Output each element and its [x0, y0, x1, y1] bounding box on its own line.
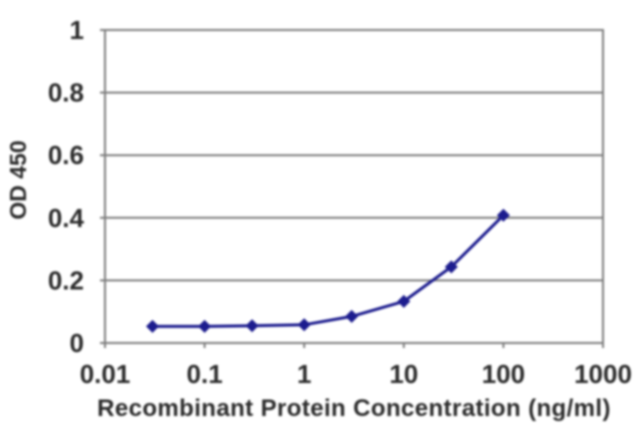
svg-text:1000: 1000 — [574, 359, 632, 389]
svg-text:0.6: 0.6 — [48, 140, 84, 170]
svg-text:OD 450: OD 450 — [5, 140, 31, 219]
svg-text:Recombinant Protein Concentrat: Recombinant Protein Concentration (ng/ml… — [97, 395, 611, 422]
svg-text:0.8: 0.8 — [48, 78, 84, 108]
svg-text:100: 100 — [482, 359, 525, 389]
svg-text:0.2: 0.2 — [48, 265, 84, 295]
svg-text:0: 0 — [70, 328, 84, 358]
svg-text:1: 1 — [297, 359, 311, 389]
svg-text:10: 10 — [389, 359, 418, 389]
svg-text:0.4: 0.4 — [48, 203, 85, 233]
svg-text:1: 1 — [70, 15, 84, 45]
svg-text:0.1: 0.1 — [187, 359, 223, 389]
svg-text:0.01: 0.01 — [80, 359, 131, 389]
